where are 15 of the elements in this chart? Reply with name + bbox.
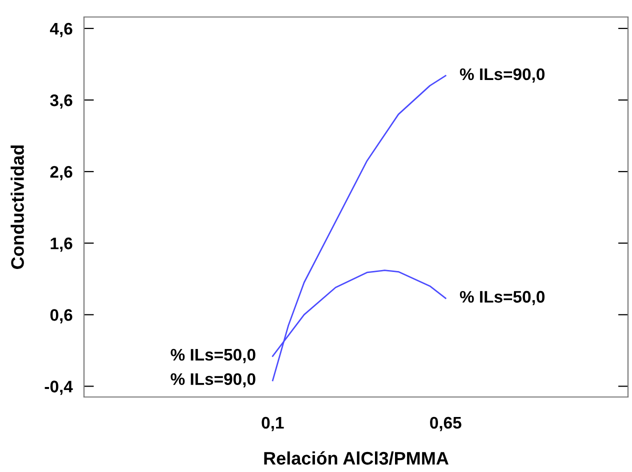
series-label: % ILs=50,0 — [460, 290, 545, 306]
y-axis-title: Conductividad — [10, 145, 24, 269]
x-tick-label: 0,1 — [262, 416, 284, 432]
series-label: % ILs=90,0 — [460, 68, 545, 83]
y-tick-label: 1,6 — [50, 238, 72, 252]
text: % ILs=90,0 — [170, 373, 256, 388]
y-tick-label: 4,6 — [50, 22, 72, 38]
y-tick-label: 3,6 — [50, 94, 72, 109]
text: % ILs=50,0 — [170, 348, 256, 364]
y-tick-label: -0,4 — [44, 380, 73, 395]
y-tick-label: 0,6 — [50, 309, 72, 324]
y-tick-label: 2,6 — [50, 166, 72, 180]
line-series — [272, 74, 446, 382]
x-tick-label: 0,65 — [430, 416, 462, 432]
x-axis-title: Relación AlCl3/PMMA — [264, 451, 448, 465]
